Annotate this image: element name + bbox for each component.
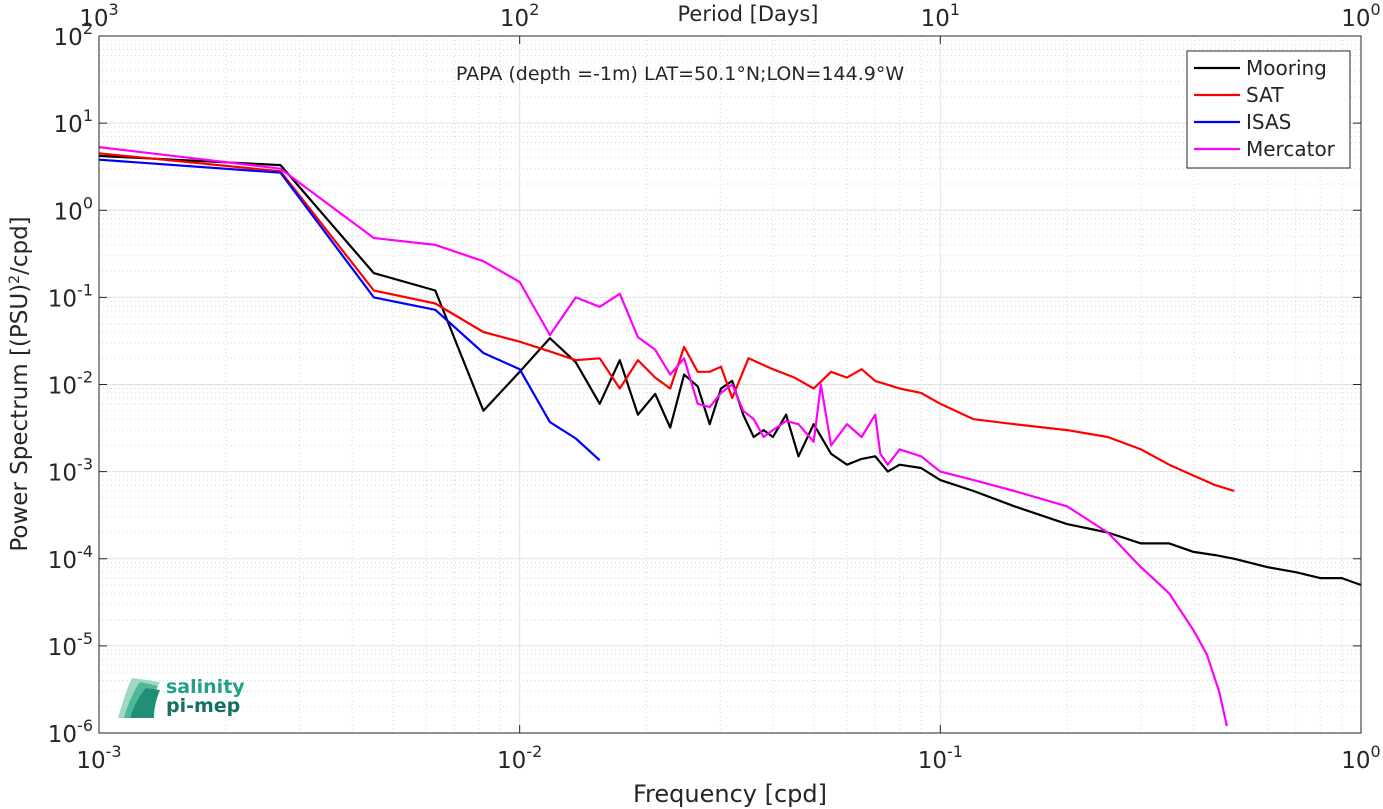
tick-base: 10: [500, 6, 529, 32]
legend: Mooring SAT ISAS Mercator: [1186, 50, 1351, 169]
tick-base: 10: [48, 722, 77, 748]
tick-exponent: -2: [526, 742, 542, 761]
series-layer: [98, 146, 1362, 727]
tick-exponent: 0: [1371, 742, 1381, 761]
top-tick-label: 103: [79, 0, 118, 32]
series-line-sat: [98, 152, 1235, 493]
tick-exponent: 1: [950, 0, 960, 19]
grid: [98, 35, 1362, 734]
tick-exponent: 1: [83, 106, 93, 125]
logo-line1: salinity: [166, 676, 245, 698]
legend-label-mooring: Mooring: [1246, 56, 1327, 80]
tick-base: 10: [921, 6, 950, 32]
tick-exponent: -2: [77, 368, 93, 387]
y-tick-label: 10-4: [48, 542, 93, 574]
x-tick-label: 10-1: [918, 742, 963, 774]
tick-base: 10: [48, 286, 77, 312]
top-tick-label: 101: [921, 0, 960, 32]
salinity-pi-mep-logo: salinity pi-mep: [118, 676, 245, 718]
top-tick-label: 102: [500, 0, 539, 32]
tick-exponent: -1: [947, 742, 963, 761]
x-tick-label: 10-2: [497, 742, 542, 774]
tick-exponent: -5: [77, 629, 93, 648]
tick-base: 10: [79, 6, 108, 32]
tick-exponent: 3: [109, 0, 119, 19]
y-tick-label: 10-2: [48, 368, 93, 400]
tick-base: 10: [1341, 6, 1370, 32]
tick-base: 10: [76, 748, 105, 774]
tick-exponent: 2: [83, 19, 93, 38]
x-axis-label: Frequency [cpd]: [633, 780, 827, 808]
top-axis-label: Period [Days]: [678, 2, 819, 26]
tick-base: 10: [48, 548, 77, 574]
tick-base: 10: [497, 748, 526, 774]
tick-base: 10: [54, 25, 83, 51]
y-axis-label-tail: /cpd]: [7, 216, 33, 275]
tick-exponent: -4: [77, 542, 93, 561]
y-axis-label-sup: 2: [7, 275, 23, 284]
series-line-isas: [98, 158, 601, 462]
chart-title: PAPA (depth =-1m) LAT=50.1°N;LON=144.9°W: [456, 63, 904, 85]
tick-base: 10: [48, 374, 77, 400]
tick-base: 10: [54, 199, 83, 225]
tick-exponent: 0: [83, 193, 93, 212]
series-line-mooring: [98, 154, 1362, 587]
y-tick-label: 102: [54, 19, 93, 51]
legend-label-isas: ISAS: [1246, 110, 1291, 134]
tick-base: 10: [918, 748, 947, 774]
tick-exponent: -1: [77, 280, 93, 299]
tick-exponent: -3: [106, 742, 122, 761]
y-axis-label-main: Power Spectrum [(PSU): [7, 284, 33, 552]
y-tick-label: 100: [54, 193, 93, 225]
y-tick-label: 10-6: [48, 716, 93, 748]
logo-line2: pi-mep: [166, 695, 240, 717]
series-line-mercator: [98, 146, 1228, 727]
legend-label-sat: SAT: [1246, 83, 1284, 107]
y-tick-label: 10-5: [48, 629, 93, 661]
legend-label-mercator: Mercator: [1246, 137, 1336, 161]
tick-exponent: -6: [77, 716, 93, 735]
y-tick-label: 10-1: [48, 280, 93, 312]
tick-base: 10: [54, 112, 83, 138]
tick-exponent: 0: [1371, 0, 1381, 19]
tick-exponent: 2: [529, 0, 539, 19]
x-tick-label: 10-3: [76, 742, 121, 774]
tick-base: 10: [48, 461, 77, 487]
tick-base: 10: [48, 635, 77, 661]
top-tick-label: 100: [1341, 0, 1380, 32]
y-axis-label: Power Spectrum [(PSU)2/cpd]: [7, 216, 33, 551]
y-tick-label: 10-3: [48, 455, 93, 487]
y-tick-label: 101: [54, 106, 93, 138]
tick-base: 10: [1341, 748, 1370, 774]
x-tick-label: 100: [1341, 742, 1380, 774]
tick-exponent: -3: [77, 455, 93, 474]
